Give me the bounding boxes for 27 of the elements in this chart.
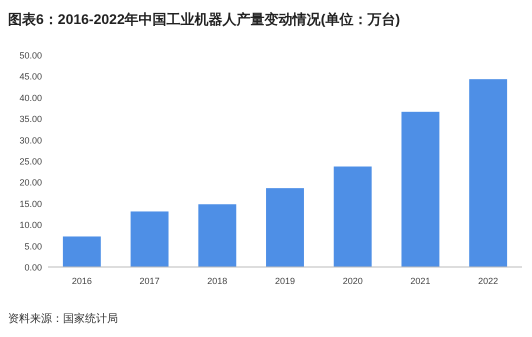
text: 资料来源：国家统计局	[8, 312, 118, 325]
y-tick-label: 0.00	[24, 262, 42, 272]
y-tick-label: 45.00	[19, 72, 42, 82]
y-tick-label: 10.00	[19, 220, 42, 230]
y-tick-label: 35.00	[19, 114, 42, 124]
bar	[401, 112, 440, 267]
x-tick-label: 2020	[342, 276, 363, 286]
x-tick-label: 2018	[207, 276, 228, 286]
y-tick-label: 50.00	[19, 50, 42, 60]
chart-title: 图表6：2016-2022年中国工业机器人产量变动情况(单位：万台)	[8, 11, 400, 27]
x-tick-label: 2022	[478, 276, 498, 286]
bar	[130, 211, 169, 267]
y-tick-label: 20.00	[19, 178, 42, 188]
bar	[266, 188, 304, 267]
bar	[198, 204, 236, 267]
x-tick-label: 2021	[410, 276, 430, 286]
y-tick-label: 25.00	[19, 156, 42, 166]
bar	[62, 236, 101, 267]
bar	[469, 79, 508, 267]
y-tick-label: 15.00	[19, 198, 42, 209]
x-tick-label: 2017	[140, 276, 160, 286]
x-tick-label: 2016	[72, 276, 92, 286]
y-tick-label: 30.00	[19, 135, 42, 146]
bar	[334, 166, 372, 267]
y-tick-label: 40.00	[19, 92, 42, 103]
x-tick-label: 2019	[274, 276, 296, 286]
y-tick-label: 5.00	[24, 241, 42, 252]
